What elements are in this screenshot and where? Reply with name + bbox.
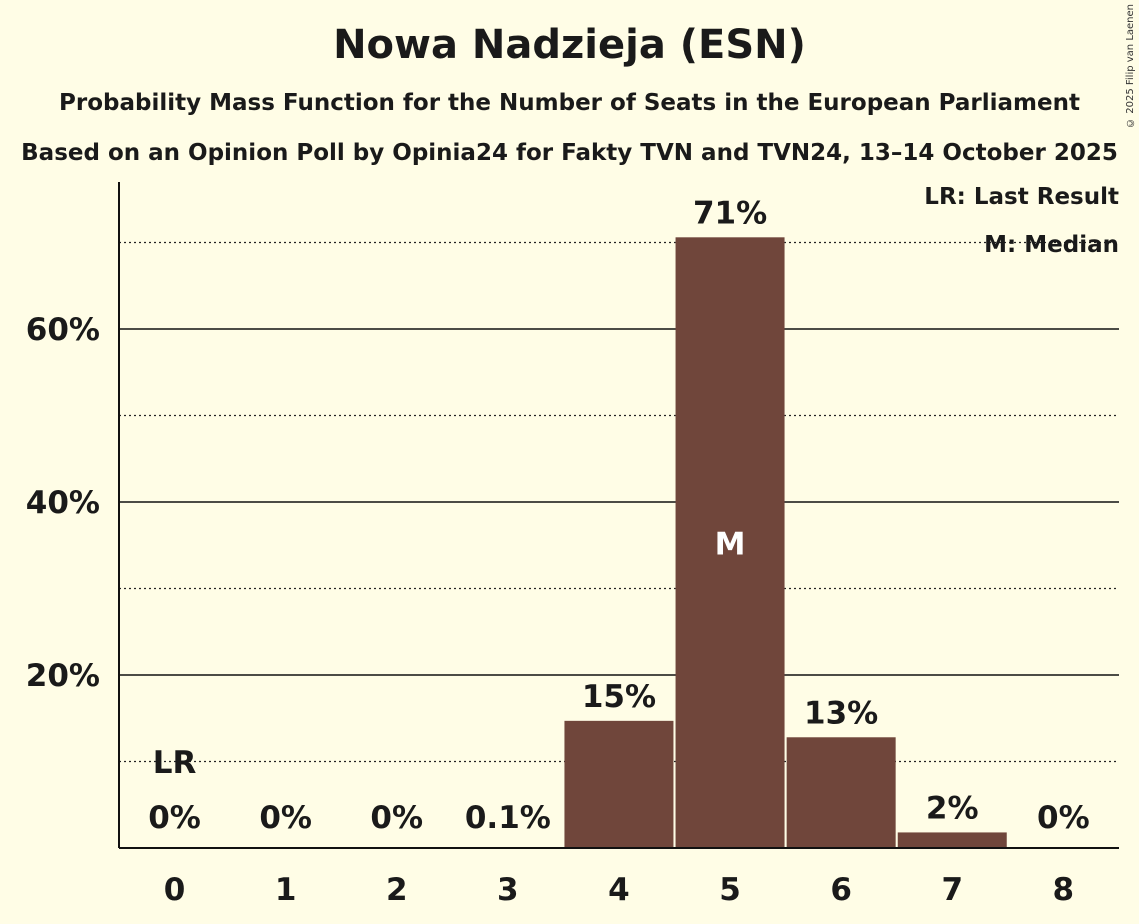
- last-result-marker: LR: [153, 745, 197, 781]
- y-tick-label: 60%: [26, 312, 100, 348]
- bar-seat-4: [564, 720, 674, 848]
- x-tick-label: 7: [941, 872, 963, 908]
- x-tick-label: 4: [608, 872, 630, 908]
- legend-last-result: LR: Last Result: [924, 184, 1119, 210]
- x-tick-label: 6: [830, 872, 852, 908]
- x-tick-label: 1: [275, 872, 297, 908]
- bar-value-label: 13%: [804, 695, 878, 731]
- bar-value-label: 0%: [1037, 800, 1090, 836]
- x-tick-label: 0: [164, 872, 186, 908]
- bar-value-label: 0%: [259, 800, 312, 836]
- bar-value-label: 71%: [693, 195, 767, 231]
- x-tick-label: 8: [1053, 872, 1075, 908]
- x-tick-label: 2: [386, 872, 408, 908]
- chart-title: Nowa Nadzieja (ESN): [333, 22, 806, 68]
- chart-source: Based on an Opinion Poll by Opinia24 for…: [21, 140, 1118, 166]
- x-tick-label: 5: [719, 872, 741, 908]
- bar-seat-6: [786, 737, 896, 848]
- bar-value-label: 0.1%: [465, 800, 551, 836]
- bar-value-label: 0%: [370, 800, 423, 836]
- y-tick-label: 20%: [26, 658, 100, 694]
- bar-value-label: 2%: [926, 790, 979, 826]
- bar-seat-7: [897, 832, 1007, 848]
- chart-subtitle: Probability Mass Function for the Number…: [59, 90, 1080, 116]
- legend-median: M: Median: [984, 232, 1119, 258]
- bar-value-label: 0%: [148, 800, 201, 836]
- bar-value-label: 15%: [582, 679, 656, 715]
- bar-seat-5: [675, 237, 785, 848]
- median-marker: M: [715, 527, 746, 563]
- x-tick-label: 3: [497, 872, 519, 908]
- y-tick-label: 40%: [26, 485, 100, 521]
